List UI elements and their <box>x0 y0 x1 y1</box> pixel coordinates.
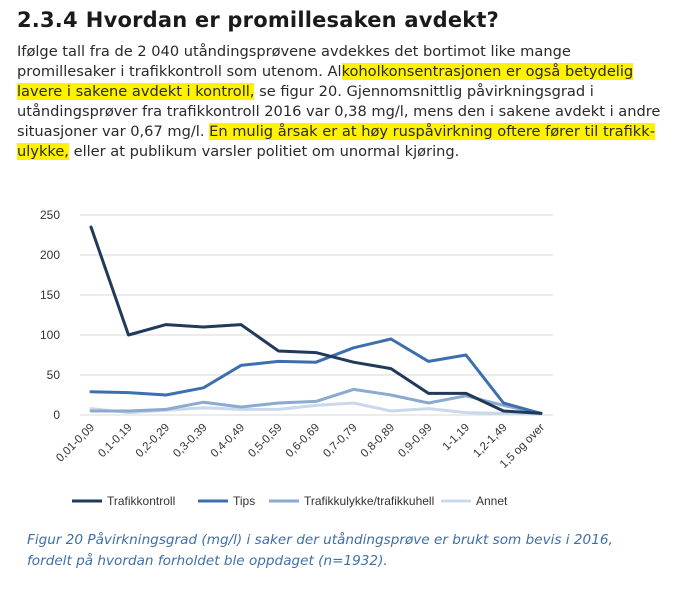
chart-legend: Trafikkontroll Tips Trafikkulykke/trafikku… <box>72 494 508 508</box>
y-tick-label: 150 <box>40 288 60 302</box>
caption-line: fordelt på hvordan forholdet ble oppdage… <box>27 553 388 569</box>
x-tick-label: 0,01-0,09 <box>54 422 97 465</box>
body-paragraph: Ifølge tall fra de 2 040 utåndingsprøven… <box>17 42 661 162</box>
paragraph-line: promillesaker i trafikkontroll som uteno… <box>17 62 657 82</box>
series-line <box>89 337 543 415</box>
legend-label: Trafikkulykke/trafikkuhell <box>304 494 434 508</box>
section-title: Hvordan er promillesaken avdekt? <box>85 8 500 32</box>
paragraph-text: Ifølge tall fra de 2 040 utåndingsprøven… <box>17 43 571 60</box>
x-tick-label: 0,3-0,39 <box>171 422 209 460</box>
x-tick-label: 0,5-0,59 <box>246 422 284 460</box>
x-tick-label: 0,1-0,19 <box>96 422 134 460</box>
chart-series <box>89 225 543 416</box>
legend-label: Tips <box>233 494 255 508</box>
section-heading: 2.3.4 Hvordan er promillesaken avdekt? <box>17 8 499 32</box>
paragraph-text: situasjoner var 0,67 mg/l. <box>17 123 210 140</box>
x-tick-label: 1,2-1,49 <box>471 422 509 460</box>
paragraph-text: eller at publikum varsler politiet om un… <box>68 143 460 160</box>
y-tick-label: 50 <box>47 368 61 382</box>
x-tick-label: 0,2-0,29 <box>134 422 172 460</box>
paragraph-line: Ifølge tall fra de 2 040 utåndingsprøven… <box>17 42 657 62</box>
paragraph-text: utåndingsprøver fra trafikkontroll 2016 … <box>17 103 661 120</box>
x-tick-label: 0,9-0,99 <box>396 422 434 460</box>
paragraph-line: situasjoner var 0,67 mg/l. En mulig årsa… <box>17 122 657 142</box>
highlighted-text: lavere i sakene avdekt i kontroll, <box>17 83 255 100</box>
caption-line: Figur 20 Påvirkningsgrad (mg/l) i saker … <box>27 532 613 548</box>
highlighted-text: En mulig årsak er at høy ruspåvirkning o… <box>209 123 655 140</box>
section-number: 2.3.4 <box>17 8 78 32</box>
x-tick-label: 0,6-0,69 <box>284 422 322 460</box>
legend-label: Annet <box>476 494 508 508</box>
x-tick-label: 0,7-0,79 <box>321 422 359 460</box>
series-line <box>89 225 543 415</box>
y-tick-label: 100 <box>40 328 60 342</box>
y-tick-label: 200 <box>40 248 60 262</box>
line-chart: 0 50 100 150 200 250 0,01-0,09 0,1-0,19 0,2-0,2… <box>40 208 553 508</box>
paragraph-line: lavere i sakene avdekt i kontroll, se fi… <box>17 82 657 102</box>
paragraph-text: se figur 20. Gjennomsnittlig påvirknings… <box>254 83 594 100</box>
x-tick-label: 1-1,19 <box>441 422 473 454</box>
y-axis-labels: 0 50 100 150 200 250 <box>40 208 60 422</box>
highlighted-text: ulykke, <box>17 143 69 160</box>
paragraph-line: utåndingsprøver fra trafikkontroll 2016 … <box>17 102 661 122</box>
legend-label: Trafikkontroll <box>107 494 175 508</box>
highlighted-text: koholkonsentrasjonen er også betydelig <box>341 63 634 80</box>
paragraph-text: promillesaker i trafikkontroll som uteno… <box>17 63 342 80</box>
x-tick-label: 0,8-0,89 <box>359 422 397 460</box>
figure-caption: Figur 20 Påvirkningsgrad (mg/l) i saker … <box>27 530 667 572</box>
y-tick-label: 0 <box>53 408 60 422</box>
x-axis-labels: 0,01-0,09 0,1-0,19 0,2-0,29 0,3-0,39 0,4-0,4… <box>54 422 547 471</box>
y-tick-label: 250 <box>40 208 60 222</box>
x-tick-label: 0,4-0,49 <box>209 422 247 460</box>
chart-grid <box>80 214 553 416</box>
paragraph-line: ulykke, eller at publikum varsler politi… <box>17 142 657 162</box>
series-line <box>89 387 543 415</box>
